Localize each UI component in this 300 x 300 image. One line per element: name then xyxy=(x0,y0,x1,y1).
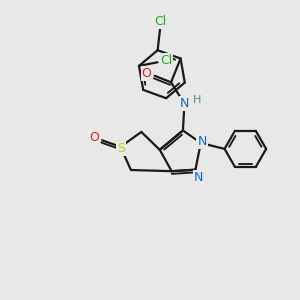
Text: S: S xyxy=(117,142,125,154)
Text: Cl: Cl xyxy=(154,15,166,28)
Text: N: N xyxy=(197,135,207,148)
Text: H: H xyxy=(193,95,201,105)
Text: O: O xyxy=(142,68,152,80)
Text: Cl: Cl xyxy=(160,54,172,67)
Text: O: O xyxy=(89,131,99,144)
Text: N: N xyxy=(194,171,203,184)
Text: N: N xyxy=(180,97,189,110)
